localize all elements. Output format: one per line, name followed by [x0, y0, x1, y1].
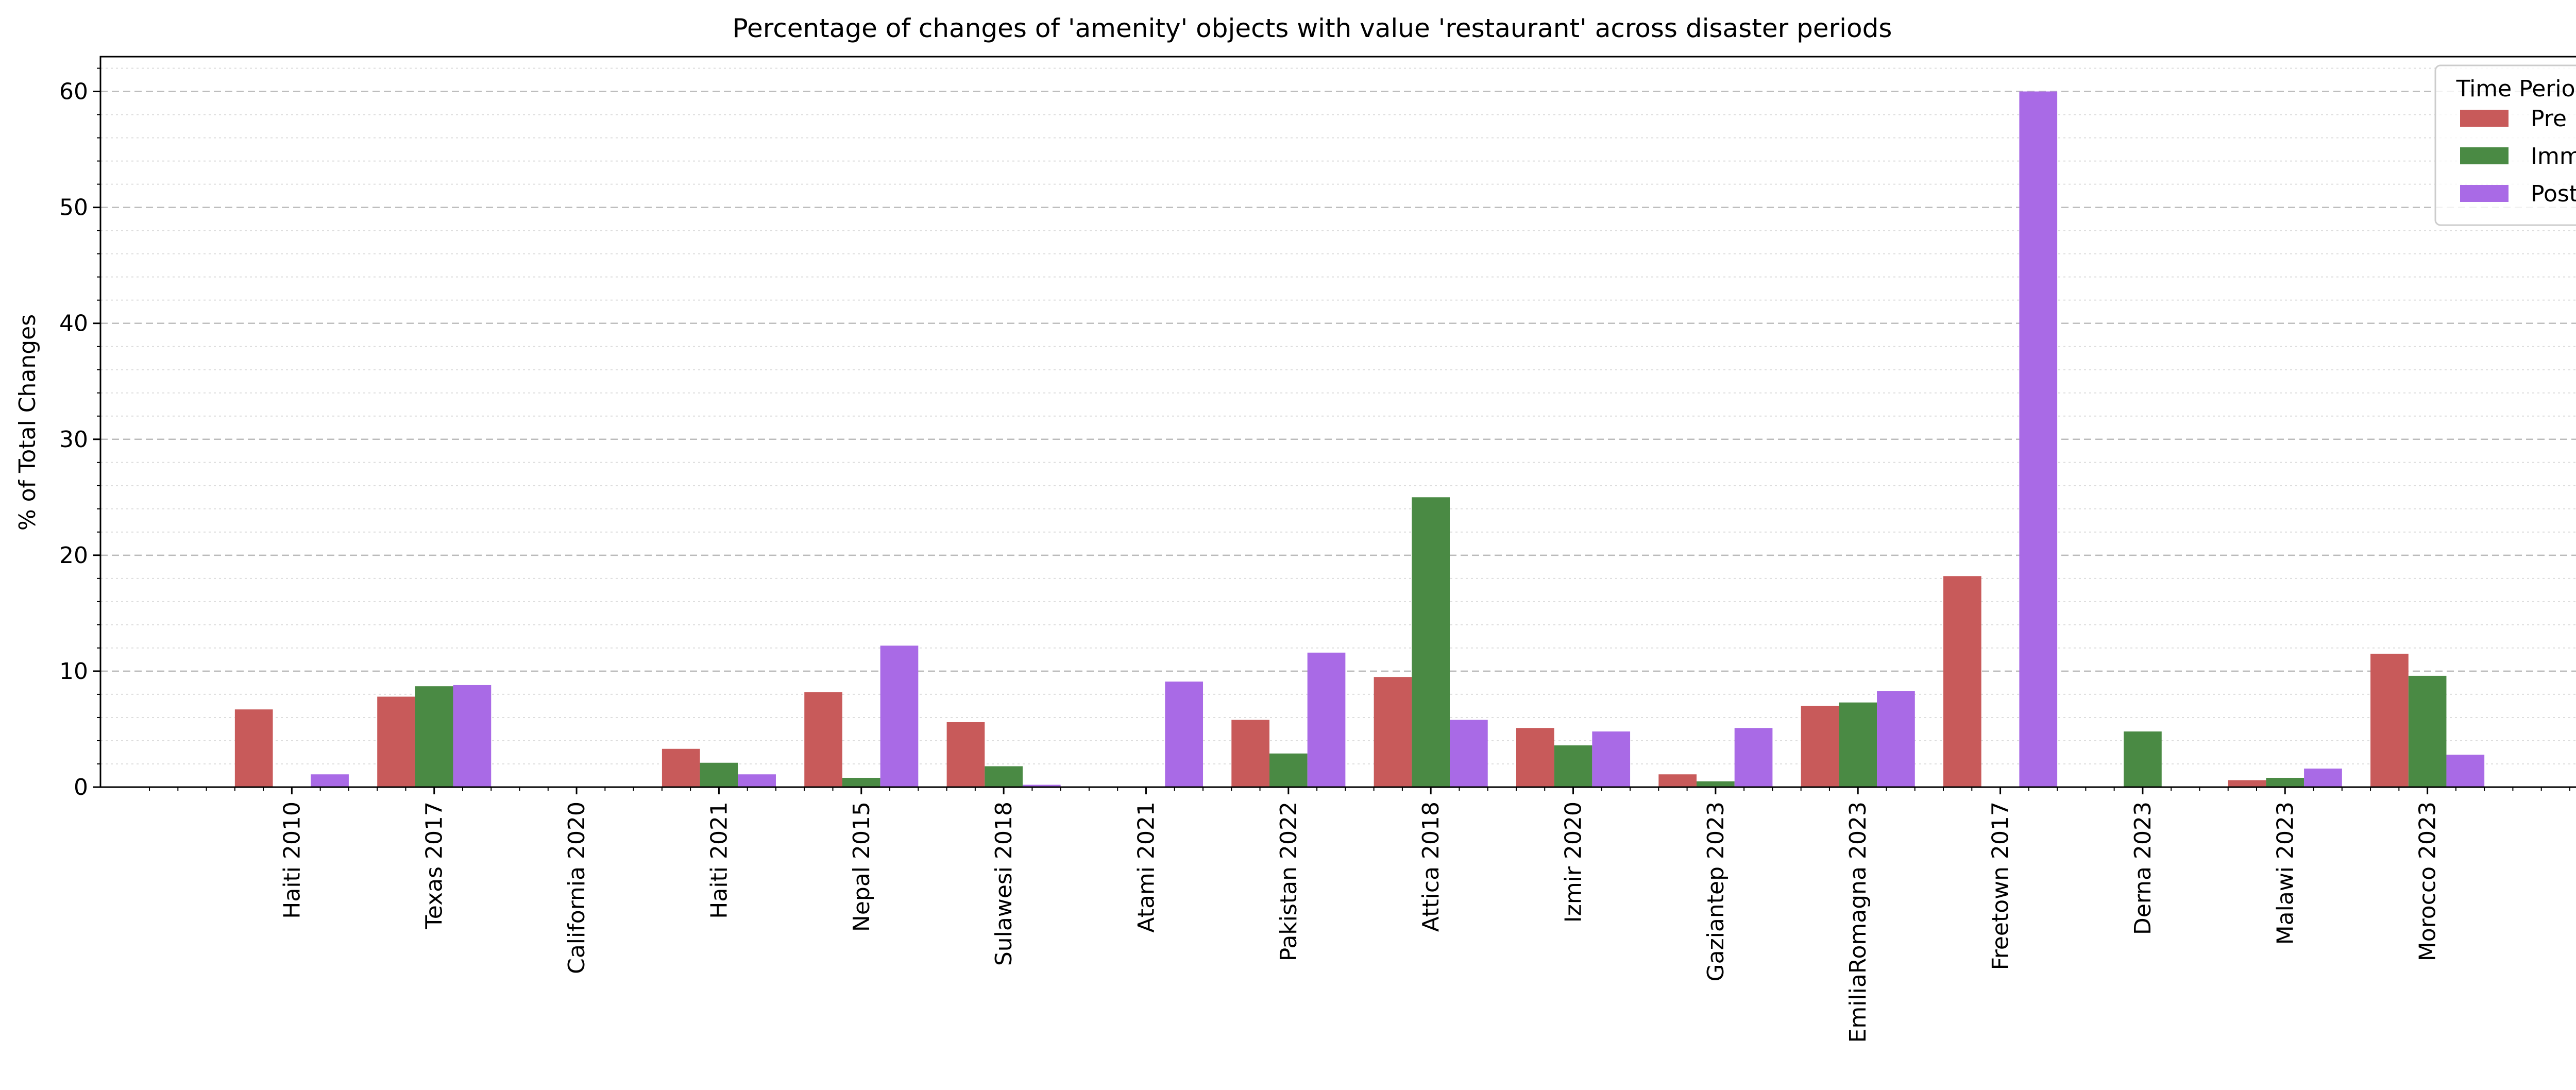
y-tick-label: 0	[74, 774, 88, 801]
bar-post	[880, 645, 919, 787]
bar-post	[1450, 720, 1488, 787]
y-axis-label: % of Total Changes	[14, 314, 41, 531]
bar-imm	[1269, 753, 1308, 787]
x-tick-label: Gaziantep 2023	[1703, 802, 1729, 981]
bar-pre	[1801, 706, 1839, 787]
bar-imm	[842, 777, 880, 787]
x-tick-label: Sulawesi 2018	[991, 802, 1017, 966]
legend-title: Time Period	[2456, 76, 2576, 102]
bar-post	[2446, 754, 2485, 787]
y-tick-label: 20	[59, 542, 88, 569]
x-tick-label: Haiti 2021	[706, 802, 732, 919]
bar-pre	[662, 748, 700, 787]
legend-swatch-pre	[2460, 110, 2509, 127]
bar-post	[2019, 91, 2058, 787]
y-tick-label: 10	[59, 658, 88, 685]
bar-imm	[1554, 745, 1592, 787]
x-tick-label: Atami 2021	[1133, 802, 1159, 933]
bar-pre	[946, 722, 985, 787]
x-tick-label: Texas 2017	[421, 802, 448, 930]
y-tick-label: 60	[59, 79, 88, 105]
bar-imm	[2408, 675, 2447, 787]
bar-pre	[2228, 780, 2266, 787]
bar-imm	[985, 766, 1023, 787]
bar-post	[1165, 682, 1204, 787]
bar-post	[1307, 652, 1346, 787]
bar-post	[1734, 728, 1773, 787]
gridlines	[100, 67, 2576, 764]
x-tick-label: Malawi 2023	[2272, 802, 2298, 945]
x-tick-label: Pakistan 2022	[1276, 802, 1302, 961]
bar-pre	[1516, 728, 1554, 787]
bar-post	[1592, 731, 1631, 787]
axes: 0 10 20 30 40 50 60 Haiti 2010 Texas 2017 Califor…	[59, 56, 2576, 1043]
plot-frame	[99, 56, 2576, 788]
bar-post	[2304, 768, 2342, 787]
x-tick-label: EmiliaRomagna 2023	[1845, 802, 1871, 1043]
bar-imm	[1839, 702, 1877, 787]
x-tick-label: Izmir 2020	[1561, 802, 1587, 923]
x-tick-label: Nepal 2015	[849, 802, 875, 932]
bar-imm	[1412, 497, 1450, 787]
bar-pre	[377, 696, 415, 787]
x-tick-label: Attica 2018	[1418, 802, 1444, 932]
legend-swatch-post	[2460, 185, 2509, 202]
x-tick-label: Derna 2023	[2130, 802, 2156, 935]
legend-label-post: Post	[2531, 181, 2576, 207]
bar-pre	[804, 692, 842, 787]
bar-post	[1022, 785, 1061, 787]
bar-pre	[1658, 774, 1697, 787]
bar-imm	[2124, 731, 2162, 787]
bar-pre	[1943, 576, 1981, 787]
bar-imm	[415, 686, 453, 787]
bar-post	[311, 774, 349, 787]
bar-post	[738, 774, 776, 787]
x-tick-label: Haiti 2010	[279, 802, 305, 919]
legend-swatch-imm	[2460, 147, 2509, 164]
y-tick-label: 40	[59, 311, 88, 337]
x-tick-label: Morocco 2023	[2415, 802, 2441, 961]
legend-label-pre: Pre	[2531, 106, 2567, 132]
bar-imm	[700, 762, 738, 787]
legend-label-imm: Imm	[2531, 143, 2576, 169]
bars	[234, 91, 2485, 787]
x-tick-label: California 2020	[564, 802, 590, 974]
chart-title: Percentage of changes of 'amenity' objec…	[733, 13, 1892, 43]
bar-pre	[1231, 720, 1269, 787]
y-tick-label: 30	[59, 427, 88, 453]
bar-imm	[2266, 777, 2304, 787]
bar-post	[1877, 691, 1915, 787]
bar-pre	[1374, 677, 1412, 787]
y-tick-label: 50	[59, 195, 88, 221]
legend: Time Period Pre Imm Post	[2434, 64, 2576, 226]
bar-imm	[1697, 781, 1735, 787]
x-tick-label: Freetown 2017	[1988, 802, 2014, 970]
bar-pre	[2370, 654, 2409, 787]
bar-post	[453, 685, 492, 787]
bar-pre	[234, 709, 273, 787]
